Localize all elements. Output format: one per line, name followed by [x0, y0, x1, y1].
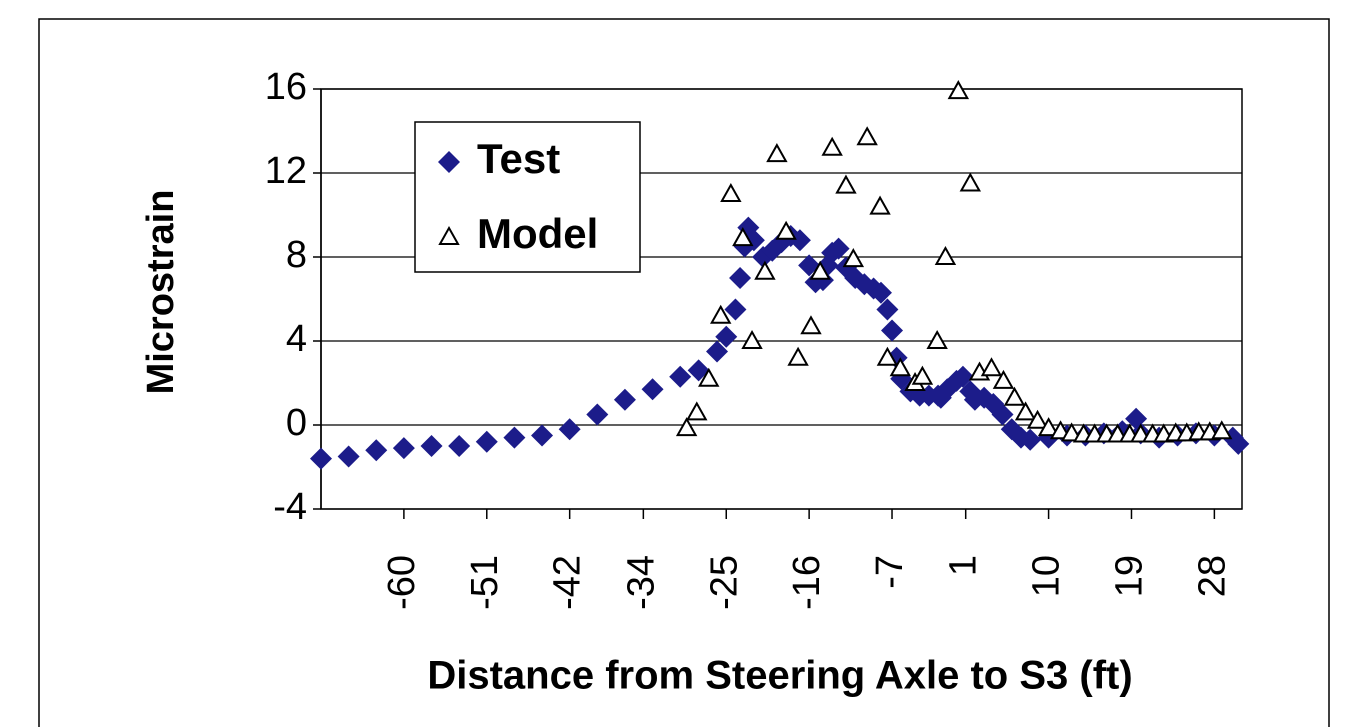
model-point: [876, 346, 899, 366]
legend-marker: [438, 151, 460, 173]
x-tick-label: -51: [464, 555, 506, 610]
model-point: [926, 329, 948, 349]
test-point: [876, 298, 899, 321]
test-point: [310, 447, 332, 470]
model-point: [889, 357, 912, 377]
x-tick-label: -60: [381, 555, 423, 610]
model-point: [698, 367, 720, 387]
model-point: [980, 357, 1003, 377]
model-point: [1037, 417, 1060, 437]
y-axis-title: Microstrain: [140, 190, 182, 395]
model-point: [869, 195, 891, 215]
model-point: [1003, 386, 1026, 406]
test-point: [1227, 432, 1250, 455]
test-point: [881, 319, 904, 342]
test-point: [420, 435, 443, 457]
x-axis-title: Distance from Steering Axle to S3 (ft): [427, 654, 1132, 698]
model-point: [992, 369, 1015, 389]
model-point: [1211, 420, 1233, 440]
test-point: [448, 435, 471, 457]
y-tick-label: 16: [265, 66, 307, 108]
test-point: [991, 403, 1014, 426]
model-point: [675, 417, 698, 437]
test-point: [365, 439, 388, 462]
test-point: [788, 229, 811, 252]
x-tick-label: -16: [786, 555, 828, 610]
model-point: [741, 329, 763, 349]
model-point: [800, 315, 822, 335]
legend-label: Test: [477, 135, 560, 182]
x-tick-label: -42: [547, 555, 589, 610]
x-tick-label: -25: [703, 555, 745, 610]
model-point: [959, 172, 982, 192]
test-point: [706, 340, 729, 363]
test-point: [669, 365, 692, 388]
model-point: [1014, 401, 1037, 421]
model-point: [754, 260, 776, 280]
test-point: [503, 426, 526, 449]
test-point: [724, 298, 747, 321]
test-point: [531, 424, 554, 447]
y-tick-label: 8: [286, 234, 307, 276]
model-point: [1060, 422, 1083, 442]
test-point: [475, 430, 498, 453]
legend-marker: [438, 225, 460, 245]
model-point: [732, 227, 754, 247]
x-tick-label: -7: [869, 555, 911, 589]
model-point: [856, 126, 878, 146]
test-point: [869, 281, 892, 304]
model-point: [934, 245, 957, 265]
model-point: [842, 248, 865, 268]
model-point: [911, 365, 934, 385]
test-point: [827, 237, 850, 260]
test-point: [687, 359, 710, 382]
model-point: [821, 136, 843, 156]
x-tick-label: 19: [1109, 555, 1151, 597]
y-tick-label: 4: [286, 318, 307, 360]
test-point: [641, 378, 664, 401]
test-point: [715, 325, 738, 348]
x-tick-label: -34: [620, 555, 662, 610]
test-point: [729, 267, 752, 289]
test-point: [1019, 428, 1042, 451]
x-tick-label: 28: [1191, 555, 1233, 597]
model-point: [710, 304, 732, 324]
model-point: [947, 80, 970, 100]
x-tick-label: 10: [1026, 555, 1068, 597]
legend-box: [414, 121, 641, 273]
model-point: [720, 182, 742, 202]
test-point: [586, 403, 609, 426]
legend-label: Model: [477, 210, 598, 257]
test-point: [558, 418, 581, 441]
test-point: [337, 445, 360, 468]
y-tick-label: 0: [286, 402, 307, 444]
model-point: [686, 401, 708, 421]
model-point: [775, 220, 797, 240]
x-tick-label: 1: [943, 555, 985, 576]
series-1: [675, 80, 1233, 443]
test-point: [951, 365, 974, 388]
test-point: [613, 388, 636, 411]
test-point: [392, 437, 415, 460]
model-point: [809, 260, 831, 280]
model-point: [766, 143, 788, 163]
y-tick-label: -4: [273, 486, 307, 528]
model-point: [1026, 409, 1049, 429]
model-point: [835, 174, 857, 194]
model-point: [787, 346, 809, 366]
y-tick-label: 12: [265, 150, 307, 192]
